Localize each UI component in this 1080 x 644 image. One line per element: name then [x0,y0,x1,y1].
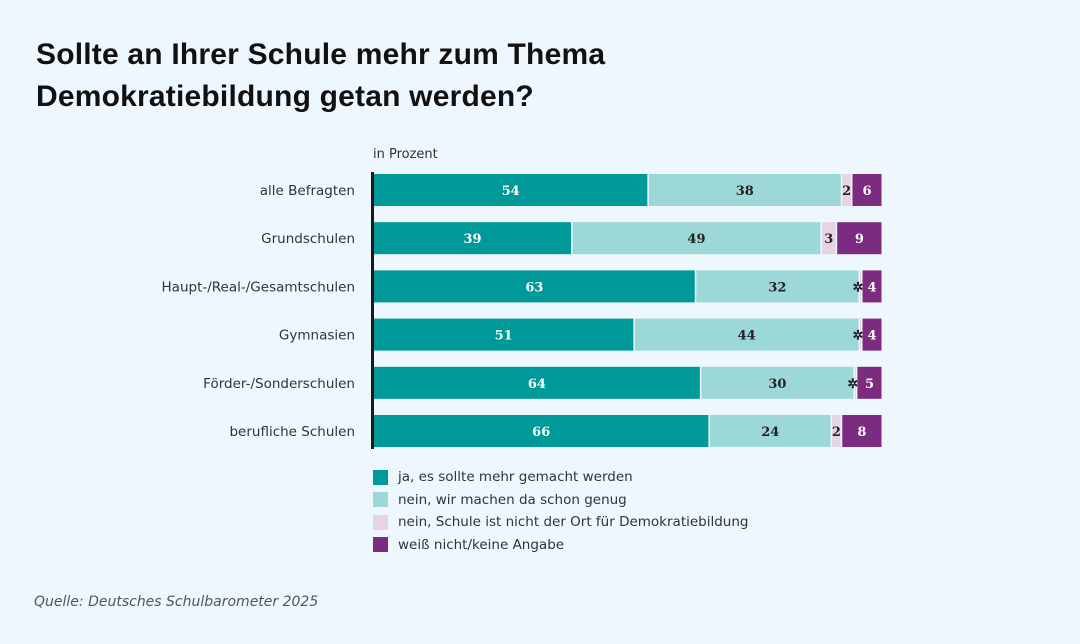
value-label: 2 [832,425,841,440]
value-label: 2 [842,184,851,199]
value-label: 63 [525,280,543,295]
legend-swatch-nicht-ort [373,514,388,530]
legend-item-weiss-nicht: weiß nicht/keine Angabe [373,534,749,557]
y-axis-line [371,172,374,449]
bar-segment-nicht_ort [842,174,851,206]
legend-item-genug: nein, wir machen da schon genug [373,489,749,512]
bar-segment-weiss_nicht [857,366,882,399]
legend-label: nein, wir machen da schon genug [398,491,627,508]
legend-label: weiß nicht/keine Angabe [398,536,565,553]
bar-segment-ja [374,366,700,399]
value-label: 9 [855,232,864,247]
bar-segment-ja [374,222,572,255]
category-label: Haupt-/Real-/Gesamtschulen [162,279,355,295]
bar-segment-ja [374,318,634,351]
category-label: alle Befragten [260,183,355,199]
value-label: 32 [768,280,786,295]
bar-segment-genug [696,270,859,303]
chart-title: Sollte an Ihrer Schule mehr zum Thema De… [36,38,606,113]
bar-segment-ja [374,415,709,447]
value-label: 24 [761,425,779,440]
value-label: 64 [528,377,546,392]
legend-swatch-genug [373,492,388,508]
bar-segment-nicht_ort [832,415,841,447]
unit-label: in Prozent [373,147,438,162]
value-label: 6 [862,184,871,199]
category-label: Grundschulen [261,231,355,247]
value-label: 66 [532,425,550,440]
legend: ja, es sollte mehr gemacht werden nein, … [373,466,749,556]
value-label: 8 [857,425,866,440]
bar-segment-nicht_ort [859,318,862,351]
value-label: 44 [738,329,756,344]
bar-segment-genug [572,222,821,255]
bar-segment-ja [374,174,648,206]
value-label: 30 [768,377,786,392]
legend-label: ja, es sollte mehr gemacht werden [398,469,633,486]
bar-segment-genug [701,366,854,399]
bar-segment-weiss_nicht [862,318,882,351]
bar-segment-genug [634,318,859,351]
value-label: 3 [824,232,833,247]
value-label: 49 [687,232,705,247]
bar-segment-genug [648,174,841,206]
bar-segment-ja [374,270,695,303]
value-label: ✲ [853,329,864,344]
value-label: 54 [502,184,520,199]
bar-segment-nicht_ort [854,366,856,399]
bar-segment-nicht_ort [859,270,862,303]
bar-segment-weiss_nicht [852,174,882,206]
bar-segment-nicht_ort [821,222,836,255]
legend-swatch-ja [373,469,388,485]
value-label: 39 [463,232,481,247]
legend-item-ja: ja, es sollte mehr gemacht werden [373,466,749,489]
value-label: ✲ [847,377,858,392]
bar-segment-genug [709,415,831,447]
value-label: 4 [867,280,876,295]
bar-segment-weiss_nicht [837,222,882,255]
source-note: Quelle: Deutsches Schulbarometer 2025 [34,594,319,610]
bar-segment-weiss_nicht [862,270,882,303]
value-label: ✲ [853,280,864,295]
value-label: 51 [495,329,513,344]
value-label: 4 [867,329,876,344]
legend-swatch-weiss-nicht [373,537,388,553]
category-label: Förder-/Sonderschulen [203,376,355,392]
legend-label: nein, Schule ist nicht der Ort für Demok… [398,514,749,531]
category-label: Gymnasien [279,328,355,344]
value-label: 38 [736,184,754,199]
value-label: 5 [865,377,874,392]
bar-segment-weiss_nicht [842,415,882,447]
category-label: berufliche Schulen [229,424,355,440]
legend-item-nicht-ort: nein, Schule ist nicht der Ort für Demok… [373,511,749,534]
